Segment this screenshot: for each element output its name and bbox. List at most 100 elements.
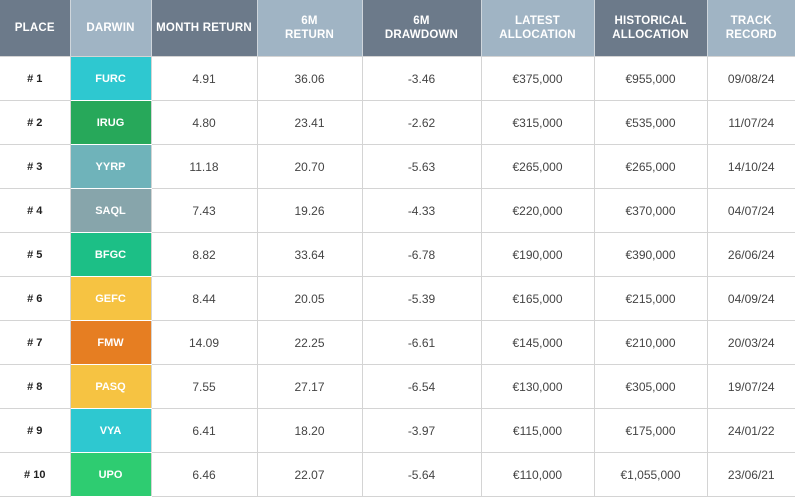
header-darwin: DARWIN <box>70 0 152 57</box>
six-m-drawdown-cell: -5.39 <box>362 276 482 321</box>
darwin-cell: SAQL <box>70 188 152 233</box>
historical-allocation-cell: €265,000 <box>594 144 708 189</box>
track-record-cell: 19/07/24 <box>707 364 795 409</box>
table-row: # 9 VYA 6.41 18.20 -3.97 €115,000 €175,000 24/0… <box>0 408 795 453</box>
month-return-cell: 7.55 <box>151 364 258 409</box>
table-row: # 5 BFGC 8.82 33.64 -6.78 €190,000 €390,000 26/… <box>0 232 795 277</box>
historical-allocation-cell: €535,000 <box>594 100 708 145</box>
latest-allocation-cell: €220,000 <box>481 188 595 233</box>
six-m-drawdown-cell: -6.78 <box>362 232 482 277</box>
table-row: # 1 FURC 4.91 36.06 -3.46 €375,000 €955,000 09/… <box>0 56 795 101</box>
month-return-cell: 6.46 <box>151 452 258 497</box>
darwin-cell: PASQ <box>70 364 152 409</box>
month-return-cell: 4.80 <box>151 100 258 145</box>
six-m-drawdown-cell: -3.46 <box>362 56 482 101</box>
darwin-cell: GEFC <box>70 276 152 321</box>
month-return-cell: 8.82 <box>151 232 258 277</box>
six-m-return-cell: 18.20 <box>257 408 363 453</box>
place-cell: # 2 <box>0 100 71 145</box>
header-place: PLACE <box>0 0 71 57</box>
track-record-cell: 09/08/24 <box>707 56 795 101</box>
table-row: # 7 FMW 14.09 22.25 -6.61 €145,000 €210,000 20/… <box>0 320 795 365</box>
latest-allocation-cell: €190,000 <box>481 232 595 277</box>
six-m-drawdown-cell: -3.97 <box>362 408 482 453</box>
header-latest-allocation: LATEST ALLOCATION <box>481 0 595 57</box>
table-row: # 4 SAQL 7.43 19.26 -4.33 €220,000 €370,000 04/… <box>0 188 795 233</box>
darwin-cell: BFGC <box>70 232 152 277</box>
historical-allocation-cell: €210,000 <box>594 320 708 365</box>
darwin-cell: VYA <box>70 408 152 453</box>
table-row: # 8 PASQ 7.55 27.17 -6.54 €130,000 €305,000 19/… <box>0 364 795 409</box>
historical-allocation-cell: €175,000 <box>594 408 708 453</box>
month-return-cell: 7.43 <box>151 188 258 233</box>
month-return-cell: 8.44 <box>151 276 258 321</box>
darwin-cell: UPO <box>70 452 152 497</box>
six-m-drawdown-cell: -4.33 <box>362 188 482 233</box>
place-cell: # 4 <box>0 188 71 233</box>
darwin-cell: FURC <box>70 56 152 101</box>
historical-allocation-cell: €955,000 <box>594 56 708 101</box>
latest-allocation-cell: €145,000 <box>481 320 595 365</box>
place-cell: # 6 <box>0 276 71 321</box>
table-row: # 3 YYRP 11.18 20.70 -5.63 €265,000 €265,000 14… <box>0 144 795 189</box>
table-row: # 10 UPO 6.46 22.07 -5.64 €110,000 €1,055,000 2… <box>0 452 795 497</box>
six-m-drawdown-cell: -2.62 <box>362 100 482 145</box>
six-m-return-cell: 36.06 <box>257 56 363 101</box>
historical-allocation-cell: €305,000 <box>594 364 708 409</box>
six-m-return-cell: 27.17 <box>257 364 363 409</box>
latest-allocation-cell: €265,000 <box>481 144 595 189</box>
latest-allocation-cell: €165,000 <box>481 276 595 321</box>
track-record-cell: 23/06/21 <box>707 452 795 497</box>
month-return-cell: 6.41 <box>151 408 258 453</box>
header-track-record: TRACK RECORD <box>707 0 795 57</box>
darwin-cell: IRUG <box>70 100 152 145</box>
latest-allocation-cell: €315,000 <box>481 100 595 145</box>
track-record-cell: 14/10/24 <box>707 144 795 189</box>
table-body: # 1 FURC 4.91 36.06 -3.46 €375,000 €955,000 09/… <box>0 56 795 497</box>
darwin-cell: YYRP <box>70 144 152 189</box>
six-m-return-cell: 23.41 <box>257 100 363 145</box>
six-m-return-cell: 22.25 <box>257 320 363 365</box>
place-cell: # 1 <box>0 56 71 101</box>
track-record-cell: 04/07/24 <box>707 188 795 233</box>
six-m-drawdown-cell: -6.54 <box>362 364 482 409</box>
header-month-return: MONTH RETURN <box>151 0 258 57</box>
six-m-return-cell: 20.05 <box>257 276 363 321</box>
place-cell: # 8 <box>0 364 71 409</box>
six-m-return-cell: 20.70 <box>257 144 363 189</box>
header-6m-drawdown: 6M DRAWDOWN <box>362 0 482 57</box>
track-record-cell: 24/01/22 <box>707 408 795 453</box>
track-record-cell: 26/06/24 <box>707 232 795 277</box>
place-cell: # 7 <box>0 320 71 365</box>
six-m-return-cell: 33.64 <box>257 232 363 277</box>
latest-allocation-cell: €375,000 <box>481 56 595 101</box>
six-m-drawdown-cell: -5.63 <box>362 144 482 189</box>
place-cell: # 5 <box>0 232 71 277</box>
latest-allocation-cell: €110,000 <box>481 452 595 497</box>
darwin-cell: FMW <box>70 320 152 365</box>
place-cell: # 9 <box>0 408 71 453</box>
month-return-cell: 4.91 <box>151 56 258 101</box>
track-record-cell: 11/07/24 <box>707 100 795 145</box>
header-6m-return: 6M RETURN <box>257 0 363 57</box>
six-m-return-cell: 22.07 <box>257 452 363 497</box>
six-m-drawdown-cell: -5.64 <box>362 452 482 497</box>
place-cell: # 3 <box>0 144 71 189</box>
latest-allocation-cell: €130,000 <box>481 364 595 409</box>
header-historical-allocation: HISTORICAL ALLOCATION <box>594 0 708 57</box>
table-row: # 6 GEFC 8.44 20.05 -5.39 €165,000 €215,000 04/… <box>0 276 795 321</box>
table-row: # 2 IRUG 4.80 23.41 -2.62 €315,000 €535,000 11/… <box>0 100 795 145</box>
track-record-cell: 04/09/24 <box>707 276 795 321</box>
latest-allocation-cell: €115,000 <box>481 408 595 453</box>
historical-allocation-cell: €1,055,000 <box>594 452 708 497</box>
historical-allocation-cell: €390,000 <box>594 232 708 277</box>
historical-allocation-cell: €215,000 <box>594 276 708 321</box>
month-return-cell: 11.18 <box>151 144 258 189</box>
header-row: PLACE DARWIN MONTH RETURN 6M RETURN 6M D… <box>0 0 795 57</box>
six-m-drawdown-cell: -6.61 <box>362 320 482 365</box>
month-return-cell: 14.09 <box>151 320 258 365</box>
track-record-cell: 20/03/24 <box>707 320 795 365</box>
place-cell: # 10 <box>0 452 71 497</box>
historical-allocation-cell: €370,000 <box>594 188 708 233</box>
